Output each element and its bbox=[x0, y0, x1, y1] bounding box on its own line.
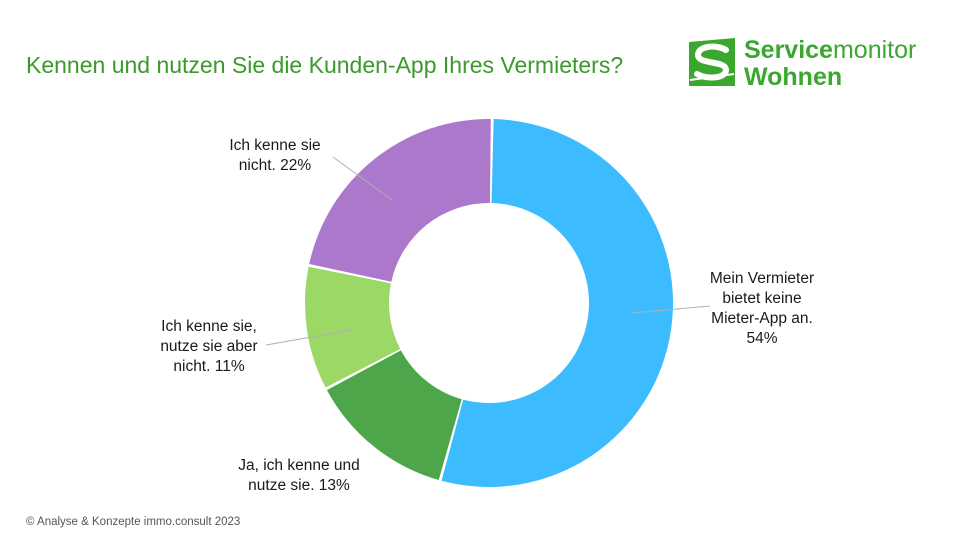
slice-label-ich-kenne-sie-nicht: Ich kenne sie nicht. 22% bbox=[229, 137, 320, 174]
slice-label-line: Mein Vermieter bbox=[710, 270, 814, 287]
donut-slice-ich-kenne-sie-nutze-sie-aber-nicht bbox=[304, 266, 401, 388]
chart-title: Kennen und nutzen Sie die Kunden-App Ihr… bbox=[26, 52, 624, 78]
slice-label-mein-vermieter-bietet-keine-mieter-app-an: Mein Vermieter bietet keine Mieter-App an.… bbox=[710, 270, 814, 347]
copyright-footer: © Analyse & Konzepte immo.consult 2023 bbox=[26, 516, 241, 528]
slice-label-line: Mieter-App an. bbox=[711, 310, 813, 327]
slice-label-line: Ich kenne sie, bbox=[161, 318, 257, 335]
slice-label-line: Ich kenne sie bbox=[229, 137, 320, 154]
donut-slice-ich-kenne-sie-nicht bbox=[309, 119, 491, 282]
donut-slice-ja-ich-kenne-und-nutze-sie bbox=[326, 350, 462, 481]
slice-label-ich-kenne-sie-nutze-sie-aber-nicht: Ich kenne sie, nutze sie aber nicht. 11% bbox=[160, 318, 257, 375]
logo-word-monitor: monitor bbox=[832, 36, 917, 64]
logo-mark-icon bbox=[689, 38, 735, 86]
slice-label-line: nutze sie. 13% bbox=[248, 477, 350, 494]
leader-lines bbox=[265, 156, 711, 346]
slice-label-line: nicht. 22% bbox=[239, 157, 312, 174]
slice-label-line: bietet keine bbox=[722, 290, 801, 307]
leader-line-ich-kenne-sie-nicht bbox=[332, 156, 393, 201]
logo-wordmark-line2: Wohnen bbox=[744, 63, 843, 91]
leader-line-mein-vermieter-bietet-keine-mieter-app-an bbox=[631, 305, 711, 314]
servicemonitor-logo: Servicemonitor Wohnen bbox=[686, 34, 936, 94]
slice-label-line: nicht. 11% bbox=[173, 358, 244, 375]
slice-label-line: Ja, ich kenne und bbox=[238, 457, 360, 474]
slice-label-line: nutze sie aber bbox=[160, 338, 257, 355]
slice-label-ja-ich-kenne-und-nutze-sie: Ja, ich kenne und nutze sie. 13% bbox=[238, 457, 360, 494]
slice-label-line: 54% bbox=[746, 330, 777, 347]
slice-labels: Mein Vermieter bietet keine Mieter-App an.… bbox=[160, 137, 814, 494]
logo-word-service: Service bbox=[744, 36, 833, 64]
donut-slices bbox=[304, 119, 674, 488]
logo-wordmark-line1: Servicemonitor bbox=[744, 38, 916, 63]
leader-line-ich-kenne-sie-nutze-sie-aber-nicht bbox=[265, 329, 353, 346]
donut-slice-mein-vermieter-bietet-keine-mieter-app-an bbox=[441, 119, 674, 488]
